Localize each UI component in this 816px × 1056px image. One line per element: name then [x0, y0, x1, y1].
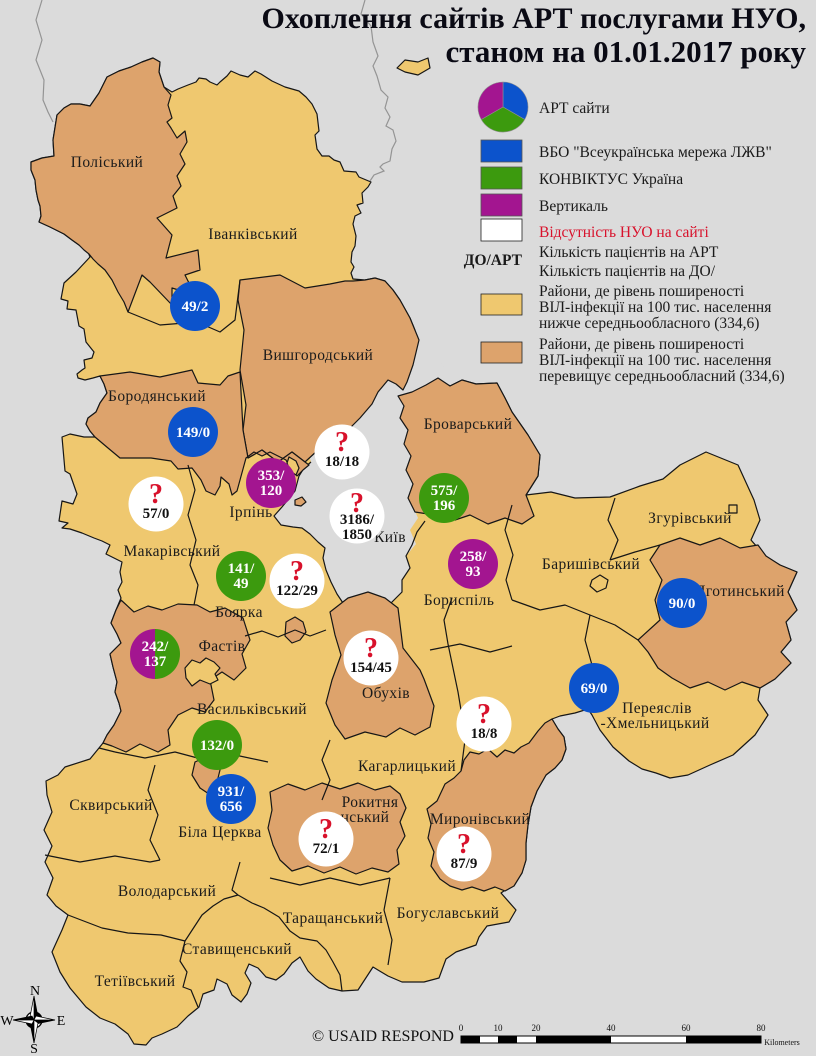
svg-text:931/: 931/ — [218, 784, 246, 800]
svg-text:перевищує середньообласний (33: перевищує середньообласний (334,6) — [539, 368, 785, 385]
svg-text:Таращанський: Таращанський — [283, 910, 384, 927]
svg-text:-Хмельницький: -Хмельницький — [600, 715, 709, 732]
svg-text:Київ: Київ — [374, 529, 406, 546]
svg-text:Kilometers: Kilometers — [764, 1038, 800, 1047]
svg-text:КОНВІКТУС Україна: КОНВІКТУС Україна — [539, 171, 683, 188]
svg-text:Райони, де рівень поширеності: Райони, де рівень поширеності — [539, 336, 745, 353]
svg-text:?: ? — [149, 479, 163, 510]
svg-text:ВІЛ-інфекції на 100 тис. насел: ВІЛ-інфекції на 100 тис. населення — [539, 352, 771, 369]
svg-text:нський: нський — [341, 809, 390, 826]
svg-text:18/18: 18/18 — [325, 454, 359, 470]
svg-text:0: 0 — [459, 1023, 464, 1033]
svg-text:72/1: 72/1 — [313, 841, 340, 857]
svg-text:1850: 1850 — [342, 527, 372, 543]
svg-text:353/: 353/ — [258, 468, 286, 484]
svg-text:60: 60 — [682, 1023, 692, 1033]
svg-text:?: ? — [335, 427, 349, 458]
svg-text:?: ? — [477, 699, 491, 730]
svg-text:Богуславський: Богуславський — [397, 905, 500, 922]
svg-text:Васильківський: Васильківський — [197, 701, 307, 718]
svg-text:Відсутність НУО на сайті: Відсутність НУО на сайті — [539, 224, 709, 241]
svg-text:87/9: 87/9 — [451, 856, 478, 872]
svg-text:656: 656 — [220, 799, 243, 815]
svg-text:154/45: 154/45 — [350, 660, 392, 676]
svg-text:Тетіївський: Тетіївський — [95, 973, 176, 990]
svg-text:Миронівський: Миронівський — [430, 811, 530, 828]
svg-text:Поліський: Поліський — [71, 154, 143, 171]
svg-text:Сквирський: Сквирський — [69, 797, 152, 814]
svg-text:?: ? — [350, 488, 364, 519]
svg-text:Вертикаль: Вертикаль — [539, 198, 608, 215]
svg-text:станом на 01.01.2017 року: станом на 01.01.2017 року — [445, 34, 806, 69]
svg-text:69/0: 69/0 — [581, 681, 608, 697]
svg-text:3186/: 3186/ — [340, 512, 375, 528]
svg-text:Рокитня: Рокитня — [342, 794, 399, 811]
svg-text:Вишгородський: Вишгородський — [263, 347, 374, 364]
svg-text:49/2: 49/2 — [182, 299, 209, 315]
svg-text:Кагарлицький: Кагарлицький — [358, 758, 456, 775]
svg-text:196: 196 — [433, 498, 456, 514]
svg-text:20: 20 — [532, 1023, 542, 1033]
svg-text:10: 10 — [494, 1023, 504, 1033]
svg-text:Переяслів: Переяслів — [622, 700, 692, 717]
svg-text:Ставищенський: Ставищенський — [182, 941, 292, 958]
svg-text:Райони, де рівень поширеності: Райони, де рівень поширеності — [539, 283, 745, 300]
svg-text:122/29: 122/29 — [276, 583, 318, 599]
svg-text:ВБО "Всеукраїнська мережа ЛЖВ": ВБО "Всеукраїнська мережа ЛЖВ" — [539, 144, 772, 161]
svg-text:Баришівський: Баришівський — [542, 556, 640, 573]
svg-text:Згурівський: Згурівський — [648, 510, 732, 527]
svg-text:Бориспіль: Бориспіль — [424, 592, 495, 609]
svg-text:Броварський: Броварський — [424, 416, 513, 433]
svg-text:137: 137 — [144, 654, 167, 670]
svg-text:Яготинський: Яготинський — [695, 583, 785, 600]
svg-text:Кількість пацієнтів на ДО/: Кількість пацієнтів на ДО/ — [539, 263, 716, 280]
svg-text:Макарівський: Макарівський — [124, 543, 221, 560]
svg-text:нижче середньообласного (334,6: нижче середньообласного (334,6) — [539, 315, 759, 332]
svg-text:80: 80 — [757, 1023, 767, 1033]
svg-text:93: 93 — [466, 564, 481, 580]
svg-text:ВІЛ-інфекції на 100 тис. насел: ВІЛ-інфекції на 100 тис. населення — [539, 299, 771, 316]
svg-text:132/0: 132/0 — [200, 738, 234, 754]
svg-text:258/: 258/ — [460, 549, 488, 565]
svg-text:АРТ сайти: АРТ сайти — [539, 100, 610, 117]
svg-text:149/0: 149/0 — [176, 425, 210, 441]
svg-text:120: 120 — [260, 483, 283, 499]
svg-text:Боярка: Боярка — [215, 604, 263, 621]
svg-text:© USAID RESPOND: © USAID RESPOND — [312, 1028, 454, 1045]
svg-text:W: W — [0, 1014, 14, 1029]
svg-text:Кількість пацієнтів на АРТ: Кількість пацієнтів на АРТ — [539, 244, 719, 261]
svg-text:Обухів: Обухів — [362, 685, 410, 702]
svg-text:40: 40 — [607, 1023, 617, 1033]
svg-text:90/0: 90/0 — [669, 596, 696, 612]
svg-text:ДО/АРТ: ДО/АРТ — [464, 252, 523, 269]
svg-text:?: ? — [457, 829, 471, 860]
svg-text:Охоплення сайтів АРТ послугами: Охоплення сайтів АРТ послугами НУО, — [262, 2, 807, 35]
svg-text:242/: 242/ — [142, 639, 170, 655]
svg-text:N: N — [30, 984, 40, 999]
svg-text:18/8: 18/8 — [471, 726, 498, 742]
svg-text:?: ? — [364, 633, 378, 664]
svg-text:Біла Церква: Біла Церква — [178, 824, 261, 841]
svg-text:141/: 141/ — [228, 561, 256, 577]
svg-text:575/: 575/ — [431, 483, 459, 499]
svg-text:Бородянський: Бородянський — [108, 388, 206, 405]
svg-text:57/0: 57/0 — [143, 506, 170, 522]
svg-text:Іванківський: Іванківський — [208, 226, 297, 243]
svg-text:49: 49 — [234, 576, 249, 592]
svg-text:Фастів: Фастів — [199, 638, 246, 655]
svg-text:Ірпінь: Ірпінь — [229, 504, 272, 521]
svg-text:?: ? — [319, 814, 333, 845]
svg-text:Володарський: Володарський — [118, 883, 216, 900]
svg-text:S: S — [30, 1042, 38, 1056]
svg-text:E: E — [57, 1014, 66, 1029]
svg-text:?: ? — [290, 556, 304, 587]
